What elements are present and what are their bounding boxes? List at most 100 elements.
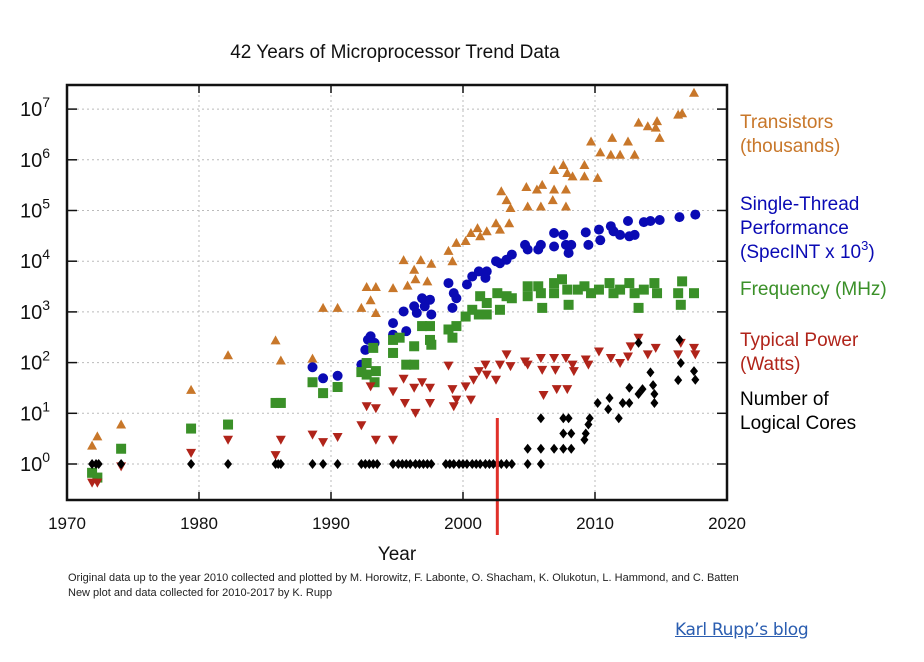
data-point: [624, 278, 635, 289]
data-point: [677, 276, 688, 287]
data-point: [116, 419, 127, 429]
data-point: [623, 352, 633, 362]
data-point: [491, 375, 501, 385]
data-point: [223, 419, 234, 430]
data-point: [388, 318, 399, 329]
data-point: [410, 274, 421, 284]
series-diamond: [88, 334, 700, 469]
data-point: [642, 121, 653, 131]
data-point: [560, 201, 571, 211]
data-point: [307, 430, 318, 440]
data-point: [94, 459, 103, 469]
data-point: [593, 347, 604, 357]
data-point: [579, 159, 590, 169]
data-point: [605, 393, 614, 404]
data-point: [356, 302, 367, 312]
data-point: [674, 212, 685, 223]
data-point: [581, 428, 590, 439]
data-point: [689, 343, 699, 353]
data-point: [522, 291, 533, 302]
data-point: [629, 288, 640, 299]
data-point: [615, 149, 626, 159]
data-point: [186, 448, 197, 458]
data-point: [567, 171, 578, 181]
data-point: [650, 122, 661, 132]
data-point: [558, 229, 569, 240]
series-triangle-down: [87, 333, 701, 488]
data-point: [356, 367, 367, 378]
data-point: [187, 459, 196, 469]
x-tick-label: 1990: [312, 514, 350, 533]
data-point: [425, 383, 435, 393]
data-point: [388, 347, 399, 358]
data-point: [475, 231, 486, 241]
data-point: [614, 413, 623, 424]
data-point: [538, 390, 549, 400]
data-point: [633, 117, 644, 127]
data-point: [460, 382, 471, 392]
data-point: [537, 365, 548, 375]
data-point: [560, 354, 571, 364]
data-point: [633, 302, 644, 313]
data-point: [535, 201, 546, 211]
data-point: [550, 365, 561, 375]
data-point: [494, 360, 505, 370]
data-point: [535, 288, 546, 299]
data-point: [451, 293, 462, 304]
data-point: [370, 404, 381, 414]
data-point: [689, 288, 699, 299]
data-marks: [87, 87, 701, 488]
data-point: [675, 299, 686, 310]
data-point: [417, 378, 428, 388]
data-point: [586, 136, 597, 146]
data-point: [275, 397, 286, 408]
data-point: [568, 367, 579, 377]
data-point: [308, 459, 317, 469]
data-point: [652, 116, 663, 126]
data-point: [388, 283, 399, 293]
data-point: [388, 387, 399, 397]
data-point: [461, 279, 472, 290]
data-point: [604, 404, 613, 415]
data-point: [426, 309, 437, 320]
data-point: [492, 288, 503, 299]
data-point: [676, 358, 685, 369]
data-point: [533, 244, 544, 255]
data-point: [564, 413, 573, 424]
data-point: [186, 384, 197, 394]
data-point: [465, 395, 476, 405]
data-point: [409, 383, 420, 393]
data-point: [415, 255, 426, 265]
data-point: [92, 472, 103, 483]
data-point: [521, 182, 532, 192]
data-point: [562, 385, 573, 395]
data-point: [505, 362, 516, 372]
data-point: [481, 297, 492, 308]
data-point: [497, 459, 506, 469]
data-point: [629, 229, 640, 240]
data-point: [607, 132, 618, 142]
data-point: [370, 366, 381, 377]
data-point: [494, 224, 505, 234]
data-point: [307, 362, 318, 373]
data-point: [307, 377, 318, 388]
chart-title: 42 Years of Microprocessor Trend Data: [230, 42, 560, 63]
data-point: [677, 108, 688, 118]
karl-rupp-blog-link[interactable]: Karl Rupp’s blog: [675, 620, 809, 640]
data-point: [409, 264, 420, 274]
data-point: [481, 266, 492, 277]
data-point: [224, 459, 233, 469]
data-point: [618, 397, 627, 408]
data-point: [356, 421, 367, 431]
data-point: [443, 278, 454, 289]
legend-label: (thousands): [740, 136, 840, 157]
data-point: [583, 360, 594, 370]
data-point: [649, 380, 658, 391]
data-point: [674, 375, 683, 386]
data-point: [634, 337, 643, 348]
data-point: [501, 350, 512, 360]
data-point: [467, 304, 478, 315]
data-point: [425, 294, 435, 305]
data-point: [595, 235, 606, 246]
